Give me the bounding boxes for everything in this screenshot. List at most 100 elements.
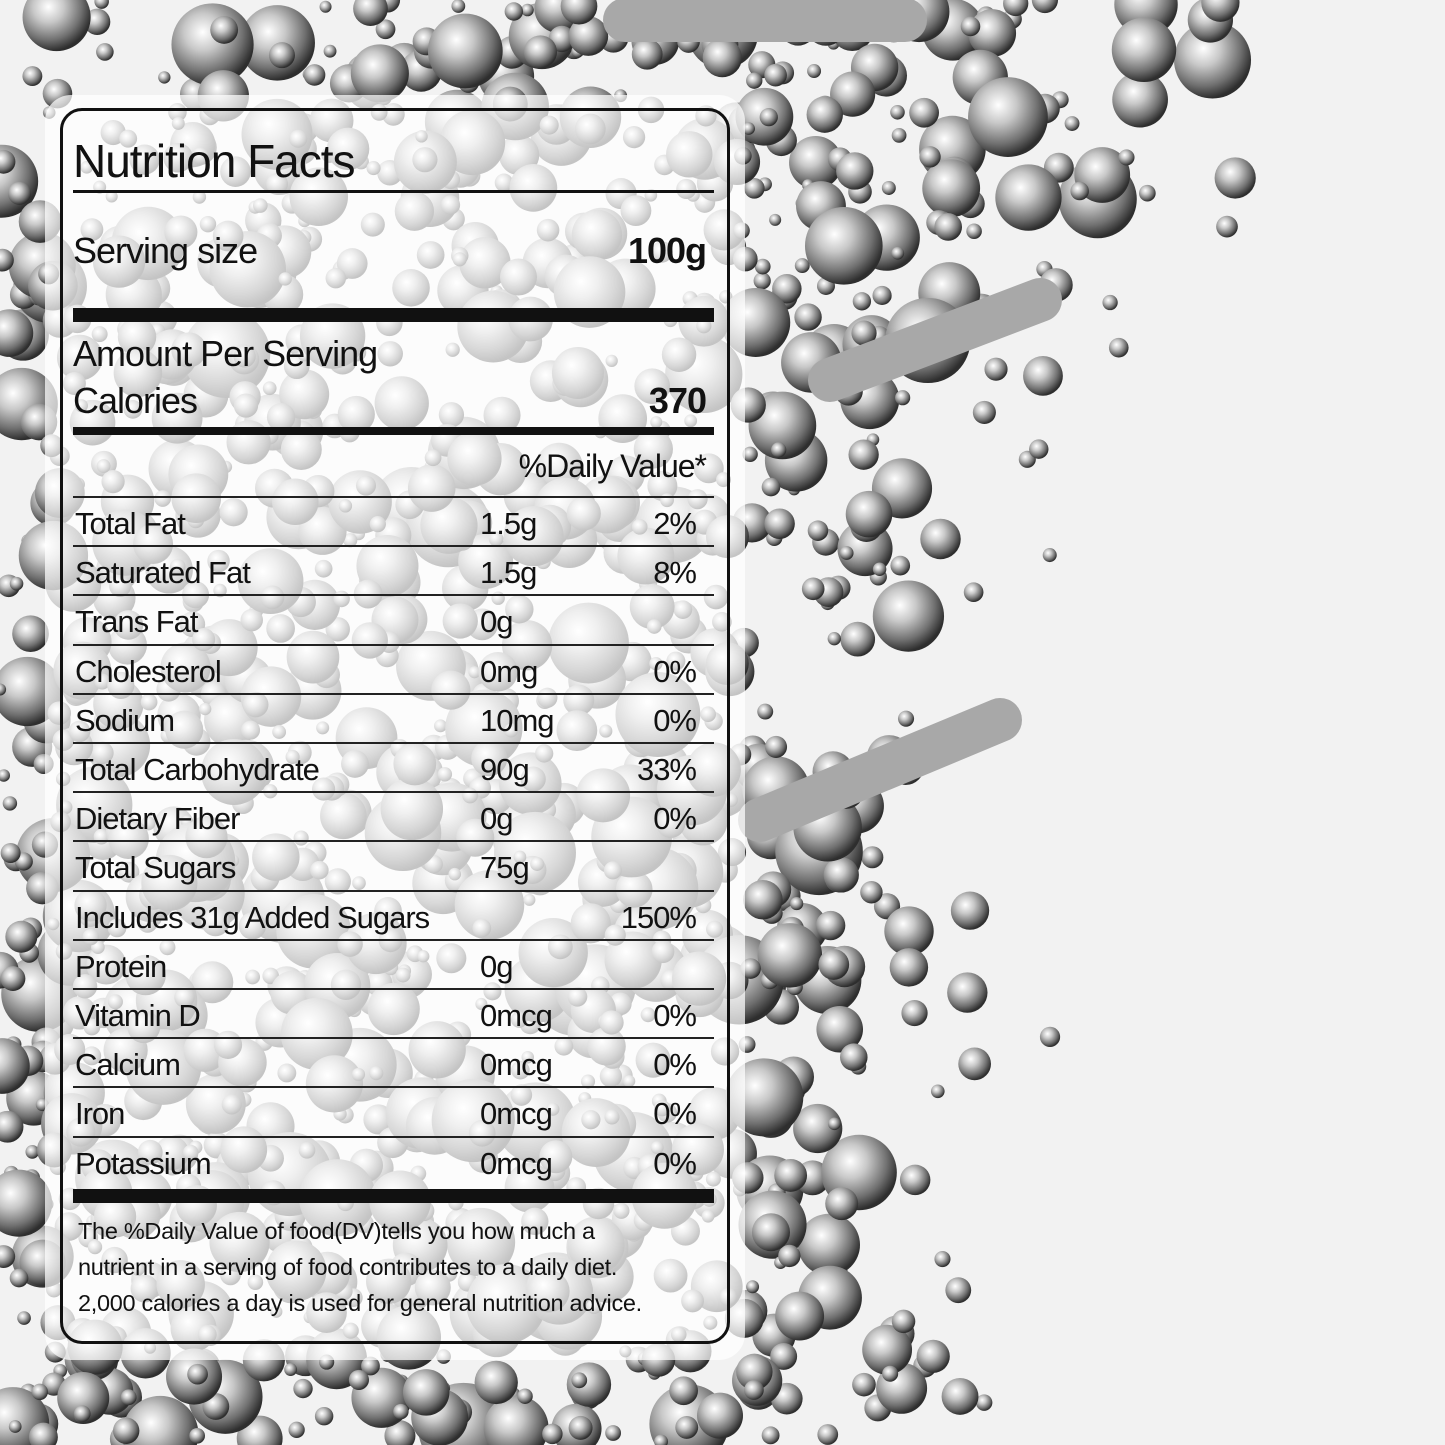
nutrient-row: Saturated Fat 1.5g 8% — [73, 545, 714, 596]
sprinkle-pearl — [0, 683, 7, 696]
serving-size-value: 100g — [627, 230, 707, 271]
nutrient-daily-value: 150% — [620, 899, 697, 935]
sprinkle-pearl — [818, 949, 850, 980]
sprinkle-pearl — [1112, 71, 1168, 128]
sprinkle-pearl — [187, 1363, 208, 1385]
nutrient-row: Iron 0mcg 0% — [73, 1086, 714, 1137]
nutrient-name: Total Carbohydrate — [75, 752, 320, 787]
sprinkle-pearl — [897, 710, 915, 727]
sprinkle-pearl — [0, 149, 16, 174]
nutrient-row: Protein 0g — [73, 938, 714, 990]
sprinkle-pearl — [1118, 149, 1135, 166]
sprinkle-pearl — [891, 1309, 916, 1334]
sprinkle-pearl — [836, 152, 874, 190]
sprinkle-pearl — [5, 920, 38, 953]
sprinkle-pearl — [384, 1420, 416, 1445]
daily-value-header: %Daily Value* — [518, 448, 707, 484]
nutrient-name: Trans Fat — [75, 604, 198, 640]
sprinkle-pearl — [963, 582, 984, 603]
sprinkle-pearl — [523, 35, 558, 69]
sprinkle-pearl — [771, 442, 787, 458]
sprinkle-pearl — [746, 72, 763, 89]
thick-divider — [73, 1189, 714, 1203]
sprinkle-pearl — [350, 44, 409, 103]
label-title: Nutrition Facts — [73, 135, 356, 187]
sprinkle-pearl — [1003, 0, 1029, 17]
sprinkle-pearl — [736, 1353, 773, 1391]
sprinkle-pearl — [375, 19, 396, 40]
sprinkle-pearl — [22, 0, 91, 52]
serving-size-label: Serving size — [73, 230, 258, 271]
sprinkle-pearl — [9, 1268, 29, 1288]
sprinkle-pearl — [764, 63, 787, 87]
sprinkle-pearl — [361, 1356, 380, 1376]
sprinkle-pearl — [348, 1369, 369, 1391]
sprinkle-pearl — [899, 1164, 931, 1196]
sprinkle-pearl — [427, 13, 503, 89]
calories-label: Calories — [73, 380, 198, 421]
sprinkle-pearl — [474, 1360, 518, 1405]
nutrition-label-border — [60, 108, 730, 1344]
sprinkle-pearl — [504, 2, 524, 21]
sprinkle-pearl — [7, 181, 32, 205]
sprinkle-pearl — [852, 1372, 876, 1397]
footnote-line: The %Daily Value of food(DV)tells you ho… — [78, 1218, 595, 1244]
sprinkle-pearl — [9, 576, 24, 591]
sprinkle-pearl — [1042, 548, 1057, 563]
sprinkle-pearl — [0, 1038, 30, 1094]
sprinkle-pearl — [451, 0, 466, 13]
sprinkle-pearl — [239, 5, 315, 81]
nutrient-amount: 1.5g — [480, 555, 537, 591]
nutrient-name: Sodium — [75, 702, 175, 738]
sprinkle-pearl — [753, 272, 771, 290]
sprinkle-pearl — [891, 246, 905, 260]
nutrient-row: Includes 31g Added Sugars 150% — [73, 889, 714, 941]
sprinkle-pearl — [759, 108, 778, 127]
sprinkle-pearl — [797, 1213, 860, 1276]
sprinkle-pearl — [751, 1213, 790, 1252]
sprinkle-pearl — [8, 1420, 22, 1433]
sprinkle-pearl — [284, 1363, 298, 1376]
sprinkle-pearl — [966, 223, 982, 239]
sprinkle-pearl — [303, 64, 326, 86]
sprinkle-pearl — [0, 1169, 53, 1237]
sprinkle-pearl — [968, 9, 1017, 57]
nutrient-amount: 0mcg — [480, 1145, 553, 1181]
nutrition-label-panel — [45, 95, 745, 1360]
nutrient-daily-value: 2% — [653, 506, 697, 541]
sprinkle-pearl — [1070, 181, 1089, 201]
sprinkle-pearl — [742, 122, 755, 135]
sprinkle-pearl — [807, 520, 829, 541]
sprinkle-pearl — [950, 891, 990, 930]
nutrient-name: Includes 31g Added Sugars — [75, 899, 430, 935]
sprinkle-pearl — [872, 562, 887, 576]
sprinkle-pearl — [960, 16, 981, 37]
sprinkle-pearl — [968, 77, 1048, 157]
sprinkle-pearl — [697, 1392, 743, 1439]
sprinkle-pearl — [0, 966, 26, 991]
nutrient-daily-value: 0% — [653, 1145, 697, 1181]
nutrient-daily-value: 33% — [636, 752, 697, 787]
sprinkle-pearl — [675, 1415, 699, 1439]
nutrient-name: Dietary Fiber — [75, 801, 240, 837]
sprinkle-pearl — [845, 490, 893, 538]
medium-divider — [73, 427, 714, 435]
sprinkle-pearl — [319, 0, 332, 13]
nutrient-daily-value: 0% — [653, 801, 697, 837]
nutrient-name: Total Sugars — [75, 850, 236, 886]
sprinkle-pearl — [801, 577, 825, 601]
sprinkle-pearl — [770, 1342, 798, 1370]
sprinkle-pearl — [761, 1426, 780, 1445]
sprinkle-pearl — [840, 621, 876, 657]
sprinkle-pearl — [764, 735, 788, 758]
sprinkle-pearl — [916, 1339, 950, 1373]
sprinkle-pearl — [764, 508, 795, 539]
sprinkle-pearl — [851, 320, 877, 346]
nutrient-amount: 75g — [480, 850, 530, 886]
nutrient-amount: 0mcg — [480, 1047, 553, 1083]
nutrient-daily-value: 8% — [653, 555, 697, 591]
calories-value: 370 — [648, 380, 707, 421]
nutrient-name: Saturated Fat — [75, 555, 251, 591]
sprinkle-pearl — [794, 258, 810, 274]
sprinkle-pearl — [517, 1388, 533, 1404]
